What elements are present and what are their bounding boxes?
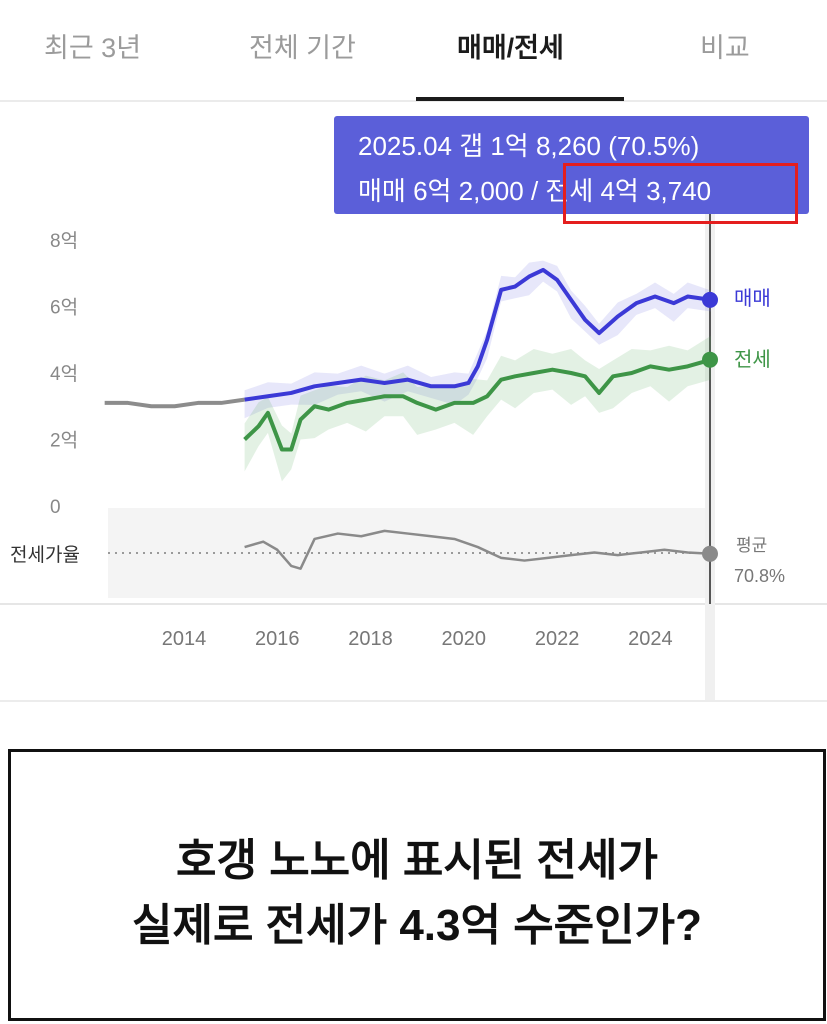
- x-tick-label: 2014: [162, 628, 207, 650]
- jeonse-end-marker: [702, 351, 718, 368]
- average-label: 평균: [736, 536, 767, 555]
- y-axis: 8억 6억 4억 2억 0: [50, 230, 78, 518]
- ratio-end-marker: [702, 545, 718, 562]
- chart-bottom-rule: [0, 700, 827, 702]
- y-tick-label: 6억: [50, 297, 78, 319]
- x-tick-label: 2022: [535, 628, 580, 650]
- tooltip-price-line: 매매 6억 2,000 / 전세 4억 3,740: [358, 176, 712, 206]
- caption-line-2: 실제로 전세가 4.3억 수준인가?: [132, 901, 702, 950]
- ratio-axis-label: 전세가율: [10, 544, 80, 566]
- y-tick-label: 4억: [50, 363, 78, 385]
- tab-bar: 최근 3년 전체 기간 매매/전세 비교: [0, 0, 827, 102]
- jeonse-line: [243, 357, 712, 452]
- ratio-line: [244, 529, 712, 570]
- average-value: 70.8%: [734, 566, 785, 586]
- x-tick-label: 2024: [628, 628, 673, 650]
- y-tick-label: 2억: [50, 430, 78, 452]
- caption-line-1: 호갱 노노에 표시된 전세가: [176, 836, 658, 885]
- x-tick-label: 2016: [255, 628, 300, 650]
- caption-box: 호갱 노노에 표시된 전세가 실제로 전세가 4.3억 수준인가?: [8, 749, 826, 1021]
- sale-end-marker: [702, 291, 718, 308]
- tab-full-period[interactable]: 전체 기간: [249, 33, 356, 63]
- series-lines: [104, 267, 712, 452]
- tooltip-gap-line: 2025.04 갭 1억 8,260 (70.5%): [358, 131, 700, 161]
- x-tick-label: 2020: [442, 628, 487, 650]
- sale-line: [244, 267, 712, 402]
- y-tick-label: 8억: [50, 230, 78, 252]
- end-markers: [702, 291, 718, 562]
- tab-recent-3-years[interactable]: 최근 3년: [44, 33, 142, 63]
- x-tick-label: 2018: [348, 628, 393, 650]
- tab-sale-jeonse[interactable]: 매매/전세: [457, 33, 564, 63]
- jeonse-highlight-box: [563, 163, 798, 224]
- jeonse-end-label: 전세: [734, 348, 771, 371]
- x-axis: 2014 2016 2018 2020 2022 2024: [162, 628, 673, 650]
- y-tick-label: 0: [50, 497, 61, 518]
- tab-compare[interactable]: 비교: [700, 33, 750, 63]
- jeonse-range-band: [244, 335, 712, 482]
- sale-end-label: 매매: [734, 287, 771, 310]
- active-tab-indicator: [416, 97, 624, 101]
- pre-period-line: [104, 397, 245, 409]
- ratio-series: [244, 529, 712, 570]
